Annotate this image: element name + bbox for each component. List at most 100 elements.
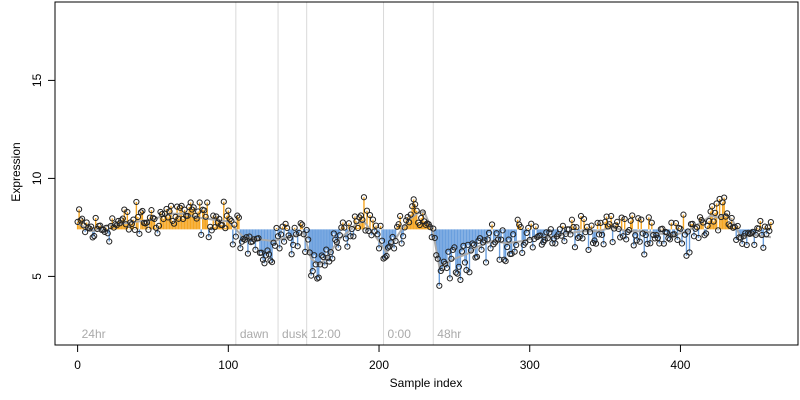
data-point (513, 241, 520, 249)
data-point (345, 220, 352, 227)
data-point (617, 234, 624, 241)
data-point (270, 239, 277, 246)
data-point (360, 194, 368, 201)
y-axis-label: Expression (9, 142, 23, 201)
data-point (428, 234, 435, 241)
data-point (336, 232, 343, 239)
data-point (335, 244, 342, 251)
data-point (222, 225, 229, 232)
data-point (519, 249, 526, 256)
data-point (211, 224, 218, 231)
data-point (612, 222, 619, 229)
data-point (283, 224, 291, 232)
data-point (648, 219, 655, 226)
data-point (412, 201, 419, 208)
data-point (231, 221, 238, 228)
data-point (181, 206, 188, 213)
data-point (91, 232, 98, 240)
data-point (701, 232, 708, 239)
data-point (742, 230, 749, 237)
data-point (374, 231, 381, 238)
data-point (288, 251, 295, 258)
data-point (116, 220, 123, 227)
data-point (502, 258, 509, 265)
data-point (187, 199, 194, 206)
data-point (329, 255, 336, 262)
data-point (118, 217, 125, 224)
data-point (89, 234, 96, 241)
data-point (291, 224, 298, 231)
data-point (384, 244, 392, 251)
data-point (136, 230, 143, 237)
data-point (148, 207, 155, 214)
data-point (133, 198, 140, 206)
data-point (526, 236, 533, 244)
data-point (395, 221, 402, 228)
data-point (303, 226, 310, 234)
data-point (561, 238, 568, 245)
x-axis: 0 100 200 300 400 (74, 344, 691, 372)
data-point (598, 231, 606, 238)
data-point (229, 241, 236, 248)
data-point (294, 243, 301, 250)
data-point (309, 268, 316, 275)
data-point (210, 212, 217, 219)
data-point (460, 242, 467, 249)
data-point (265, 251, 273, 258)
data-point (724, 210, 731, 217)
data-point (433, 252, 440, 259)
data-point (143, 219, 151, 226)
data-point (488, 221, 496, 228)
data-point (713, 200, 720, 207)
data-point (442, 260, 449, 267)
condition-label: 0:00 (388, 327, 412, 341)
plot-frame (54, 1, 799, 346)
data-point (656, 240, 663, 247)
data-point (205, 234, 212, 241)
data-point (680, 211, 687, 218)
data-point (511, 248, 518, 255)
data-point (629, 212, 636, 219)
data-point (427, 224, 434, 231)
data-point (677, 225, 684, 232)
data-point (710, 218, 717, 225)
data-point (314, 275, 321, 282)
condition-labels: 24hr dawn dusk 12:00 0:00 48hr (82, 327, 462, 341)
data-point (232, 233, 239, 240)
data-point (618, 214, 625, 221)
data-point (392, 237, 399, 245)
data-point (201, 207, 208, 214)
data-point (293, 231, 300, 238)
data-point (125, 226, 132, 233)
data-point (496, 256, 503, 263)
data-point (377, 222, 384, 229)
data-point (315, 274, 322, 281)
data-point (674, 236, 681, 244)
data-point (767, 219, 774, 226)
data-point (255, 235, 262, 242)
data-point (498, 236, 505, 243)
data-point (273, 224, 280, 232)
data-point (375, 245, 383, 252)
data-point (77, 217, 84, 224)
data-point (455, 263, 463, 270)
data-point (347, 233, 354, 240)
data-point (277, 231, 285, 238)
condition-dividers (235, 2, 434, 345)
data-point (74, 218, 81, 226)
data-point (139, 207, 146, 215)
data-point (167, 202, 175, 209)
data-point (683, 252, 690, 259)
data-point (665, 235, 672, 242)
data-point (485, 229, 493, 236)
data-point (484, 236, 491, 243)
data-point (666, 236, 673, 243)
data-point (702, 230, 710, 237)
data-point (299, 221, 306, 228)
data-point (624, 228, 631, 236)
data-point (82, 229, 89, 236)
data-point (324, 254, 331, 261)
data-point (109, 215, 116, 222)
data-point (381, 254, 389, 261)
data-point (443, 264, 450, 272)
